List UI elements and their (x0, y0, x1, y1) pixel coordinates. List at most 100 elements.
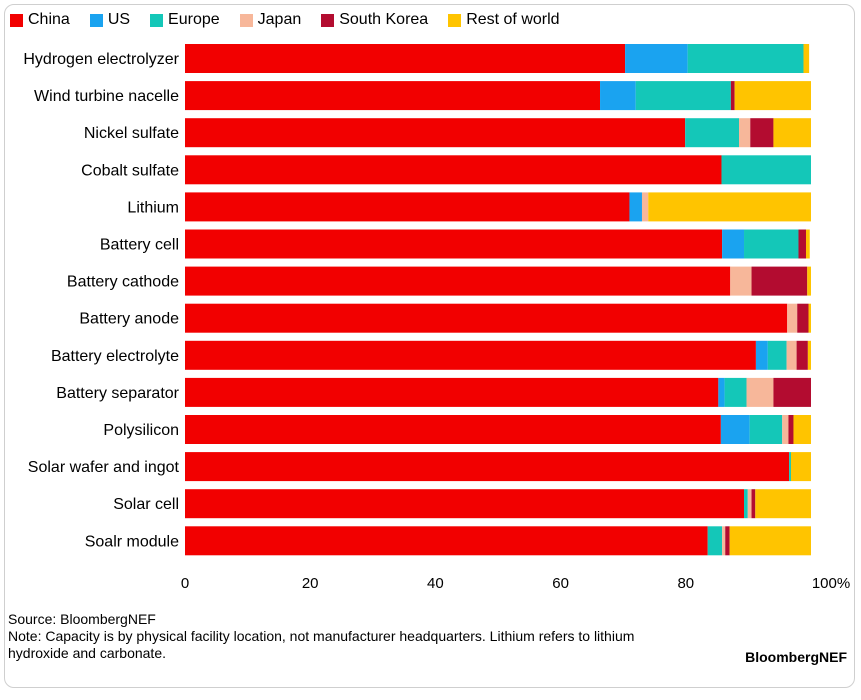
x-tick-label: 100% (812, 575, 850, 592)
legend-item-south-korea: South Korea (321, 11, 428, 29)
bar-segment-china (185, 526, 708, 556)
legend-swatch (448, 13, 462, 27)
bar-segment-rest-of-world (790, 452, 811, 482)
bar-segment-japan (739, 118, 751, 148)
bar-segment-europe (685, 118, 740, 148)
category-label: Hydrogen electrolyzer (23, 51, 179, 68)
legend-item-japan: Japan (239, 11, 302, 29)
category-label: Lithium (127, 199, 179, 216)
legend: China US Europe Japan South Korea Rest of wor… (10, 11, 580, 29)
category-label: Solar wafer and ingot (28, 459, 180, 476)
bar-segment-china (185, 415, 721, 444)
bar-segment-south-korea (751, 266, 808, 296)
bar-segment-china (185, 303, 788, 333)
source-note: Source: BloombergNEF (8, 611, 156, 627)
legend-swatch (150, 13, 164, 27)
bar-segment-china (185, 81, 601, 111)
legend-swatch (89, 13, 103, 27)
chart-footer: Source: BloombergNEF Note: Capacity is b… (8, 611, 668, 662)
bar-segment-europe (687, 44, 804, 73)
bar-segment-europe (724, 377, 747, 407)
legend-label: Rest of world (466, 11, 560, 28)
bar-segment-europe (744, 229, 799, 259)
bar-segment-china (185, 489, 745, 519)
bar-segment-japan (787, 303, 798, 333)
bar-segment-south-korea (797, 303, 809, 333)
x-tick-label: 60 (552, 575, 569, 592)
bar-segment-europe (744, 489, 748, 519)
category-label: Nickel sulfate (84, 125, 179, 142)
bar-segment-china (185, 340, 756, 370)
category-label: Battery cathode (67, 274, 179, 291)
legend-item-rest-of-world: Rest of world (448, 11, 560, 29)
bar-segment-rest-of-world (805, 229, 810, 259)
bar-segment-south-korea (798, 229, 806, 259)
x-tick-label: 0 (181, 575, 189, 592)
bar-segment-europe (721, 155, 811, 185)
bar-segment-europe (635, 81, 731, 111)
bar-segment-rest-of-world (755, 489, 811, 519)
bar-segment-europe (767, 340, 787, 370)
bar-segment-south-korea (796, 340, 808, 370)
bar-segment-japan (722, 526, 726, 556)
bar-segment-china (185, 266, 731, 296)
bar-segment-japan (641, 192, 649, 222)
bar-segment-china (185, 155, 722, 185)
bar-segment-south-korea (773, 377, 811, 407)
bar-segment-japan (730, 266, 752, 296)
legend-item-china: China (10, 11, 70, 29)
x-tick-label: 40 (427, 575, 444, 592)
legend-label: US (107, 11, 131, 28)
brand-logo-text: BloombergNEF (745, 649, 847, 665)
bar-segment-europe (789, 452, 791, 482)
x-tick-label: 20 (302, 575, 319, 592)
bar-segment-japan (746, 377, 774, 407)
bar-segment-china (185, 229, 723, 259)
bar-segment-europe (707, 526, 723, 556)
legend-label: China (28, 11, 70, 28)
bar-segment-south-korea (750, 118, 774, 148)
bar-segment-us (629, 192, 642, 222)
bar-segment-china (185, 118, 686, 148)
bar-segment-south-korea (788, 415, 794, 444)
bar-segment-china (185, 192, 630, 222)
category-label: Solar cell (113, 496, 179, 513)
bar-segment-us (718, 377, 725, 407)
bar-segment-europe (749, 415, 783, 444)
category-label: Cobalt sulfate (81, 162, 179, 179)
legend-item-europe: Europe (150, 11, 220, 29)
bar-segment-china (185, 44, 626, 73)
legend-label: Japan (257, 11, 302, 28)
category-label: Battery separator (56, 385, 179, 402)
bar-segment-rest-of-world (773, 118, 811, 148)
bar-segment-rest-of-world (729, 526, 811, 556)
legend-item-us: US (89, 11, 131, 29)
category-label: Battery electrolyte (51, 348, 179, 365)
category-label: Battery cell (100, 237, 179, 254)
legend-swatch (239, 13, 253, 27)
bar-segment-rest-of-world (803, 44, 810, 73)
x-tick-label: 80 (677, 575, 694, 592)
bar-segment-us (755, 340, 768, 370)
bar-segment-japan (786, 340, 797, 370)
legend-swatch (321, 13, 335, 27)
legend-label: South Korea (339, 11, 429, 28)
bar-segment-china (185, 452, 790, 482)
bar-segment-us (625, 44, 688, 73)
bar-segment-south-korea (725, 526, 730, 556)
bar-segment-rest-of-world (648, 192, 811, 222)
bar-segment-china (185, 377, 719, 407)
bar-segment-rest-of-world (808, 303, 811, 333)
category-label: Polysilicon (103, 422, 179, 439)
capacity-note: Note: Capacity is by physical facility l… (8, 628, 635, 661)
bar-segment-us (720, 415, 750, 444)
bar-segment-rest-of-world (807, 266, 811, 296)
bar-segment-japan (747, 489, 752, 519)
bar-segment-rest-of-world (807, 340, 811, 370)
bar-segment-us (722, 229, 745, 259)
bar-segment-japan (782, 415, 789, 444)
bar-segment-south-korea (751, 489, 756, 519)
bar-segment-rest-of-world (793, 415, 811, 444)
legend-label: Europe (168, 11, 220, 28)
